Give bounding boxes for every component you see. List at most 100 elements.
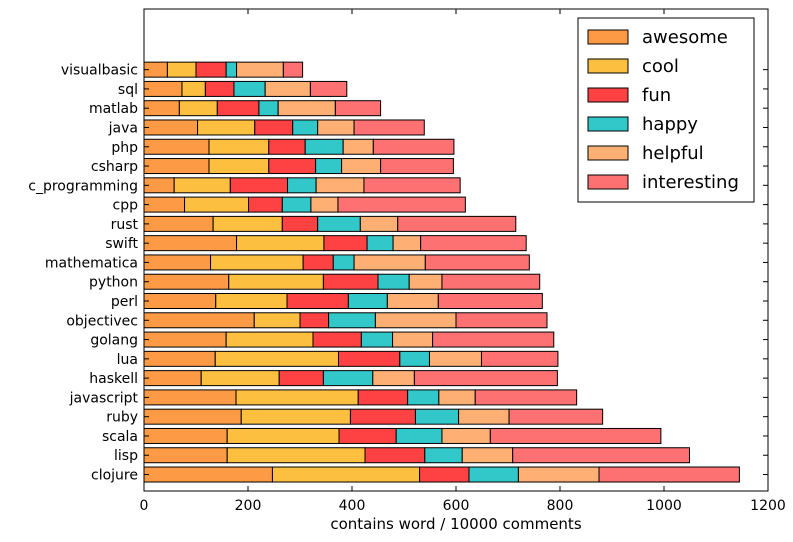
y-tick-label: golang [90, 333, 138, 349]
y-tick-label: csharp [91, 159, 138, 175]
bar-c_programming-helpful [315, 177, 365, 194]
bar-swift-cool [236, 235, 325, 252]
bar-visualbasic-cool [166, 61, 197, 78]
bar-scala-happy [395, 427, 443, 444]
bar-python-cool [228, 273, 324, 290]
bar-c_programming-cool [173, 177, 231, 194]
bar-lua-happy [399, 350, 430, 367]
bars-layer [143, 61, 740, 483]
bar-visualbasic-interesting [282, 61, 304, 78]
bar-swift-happy [366, 235, 394, 252]
x-tick-label: 200 [235, 498, 262, 514]
bar-lua-helpful [428, 350, 482, 367]
bar-perl-interesting [437, 293, 543, 309]
bar-c_programming-interesting [363, 177, 461, 194]
y-tick-label: ruby [106, 410, 138, 426]
bar-haskell-happy [322, 370, 374, 387]
bar-objectivec-interesting [455, 312, 548, 329]
bar-java-happy [292, 119, 319, 136]
y-tick-label: visualbasic [61, 63, 138, 79]
y-tick-label: python [89, 275, 138, 291]
bar-golang-interesting [432, 331, 555, 348]
bar-cpp-happy [281, 196, 312, 213]
y-tick-label: sql [118, 82, 138, 98]
bar-php-awesome [143, 138, 210, 155]
bar-swift-awesome [143, 235, 238, 252]
bar-mathematica-cool [210, 254, 304, 271]
bar-ruby-fun [349, 408, 416, 425]
bar-c_programming-fun [229, 177, 289, 194]
bar-scala-fun [338, 427, 397, 444]
bar-csharp-awesome [143, 158, 210, 175]
bar-java-fun [254, 119, 294, 136]
bar-mathematica-awesome [143, 254, 212, 271]
x-tick-label: 0 [140, 498, 149, 514]
bar-perl-happy [347, 293, 388, 309]
bar-csharp-happy [315, 158, 343, 175]
bar-python-happy [377, 273, 410, 290]
bar-mathematica-happy [332, 254, 355, 271]
x-tick-label: 400 [339, 498, 366, 514]
bar-clojure-cool [271, 466, 421, 483]
axes-layer: 0 200 400 600 800 1000 1200 clojure lisp scala rub… [28, 8, 786, 514]
bar-php-fun [268, 138, 306, 155]
bar-perl-fun [286, 293, 349, 309]
bar-ruby-cool [240, 408, 351, 425]
bar-python-fun [322, 273, 379, 290]
bar-objectivec-cool [253, 312, 301, 329]
bar-scala-awesome [143, 427, 228, 444]
y-tick-label: javascript [69, 390, 139, 406]
legend-swatch-fun [587, 87, 629, 103]
y-tick-label: lua [117, 352, 138, 368]
bar-scala-helpful [441, 427, 491, 444]
bar-javascript-awesome [143, 389, 237, 406]
bar-golang-happy [360, 331, 394, 348]
bar-php-cool [208, 138, 270, 155]
bar-rust-fun [281, 215, 319, 232]
bar-cpp-cool [184, 196, 250, 213]
bar-php-interesting [372, 138, 455, 155]
bar-visualbasic-happy [225, 61, 238, 78]
bar-javascript-happy [407, 389, 440, 406]
bar-sql-fun [204, 80, 235, 97]
bar-sql-happy [233, 80, 266, 97]
bar-matlab-cool [178, 100, 218, 117]
bar-ruby-interesting [508, 408, 604, 425]
bar-perl-cool [215, 293, 288, 309]
bar-matlab-awesome [143, 100, 180, 117]
y-tick-label: lisp [114, 448, 138, 464]
bar-java-helpful [317, 119, 355, 136]
bar-cpp-awesome [143, 196, 186, 213]
bar-lua-interesting [480, 350, 559, 367]
bar-clojure-helpful [517, 466, 600, 483]
bar-ruby-awesome [143, 408, 242, 425]
legend-label-interesting: interesting [642, 172, 739, 193]
bar-haskell-fun [278, 370, 324, 387]
legend-swatch-happy [587, 116, 629, 132]
y-tick-label: cpp [113, 198, 139, 214]
bar-javascript-helpful [438, 389, 476, 406]
bar-csharp-fun [268, 158, 317, 175]
bar-perl-helpful [386, 293, 439, 309]
bar-php-helpful [342, 138, 374, 155]
x-axis-title: contains word / 10000 comments [330, 515, 581, 533]
legend-swatch-interesting [587, 174, 629, 190]
bar-clojure-fun [419, 466, 470, 483]
bar-python-helpful [408, 273, 443, 290]
bar-sql-cool [181, 80, 206, 97]
bar-rust-cool [212, 215, 283, 232]
bar-visualbasic-helpful [236, 61, 284, 78]
bar-lisp-fun [364, 447, 426, 464]
bar-mathematica-fun [302, 254, 334, 271]
bar-haskell-interesting [413, 370, 558, 387]
bar-ruby-helpful [458, 408, 510, 425]
legend-swatch-awesome [587, 29, 629, 45]
bar-lisp-cool [226, 447, 366, 464]
y-tick-label: perl [111, 294, 138, 310]
legend: awesome cool fun happy helpful interesting [577, 17, 755, 203]
bar-haskell-helpful [372, 370, 415, 387]
bar-objectivec-helpful [374, 312, 457, 329]
bar-rust-awesome [143, 215, 214, 232]
bar-csharp-interesting [380, 158, 454, 175]
